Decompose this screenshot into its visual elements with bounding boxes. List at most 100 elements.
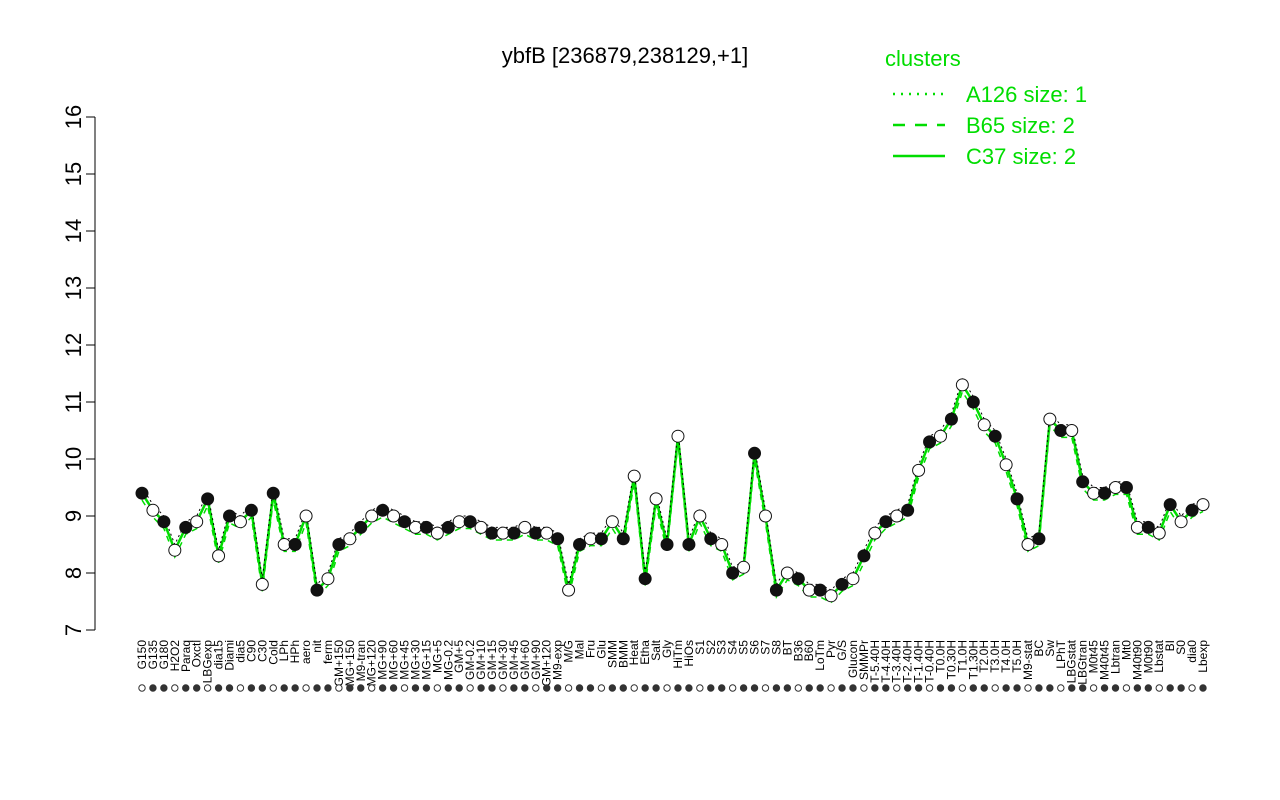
rug-point bbox=[739, 684, 748, 692]
x-tick-label: HiOs bbox=[682, 640, 696, 667]
x-tick-label: LoTm bbox=[813, 640, 827, 671]
data-point bbox=[255, 577, 269, 591]
rug-point bbox=[685, 684, 693, 692]
rug-point bbox=[991, 684, 999, 692]
x-tick-label: MG+60 bbox=[387, 640, 401, 680]
rug-point bbox=[466, 684, 474, 692]
data-point bbox=[201, 492, 215, 506]
rug-point bbox=[893, 684, 901, 692]
data-point bbox=[376, 503, 390, 517]
x-tick-label: LBGtran bbox=[1076, 640, 1090, 685]
rug-point bbox=[871, 684, 879, 692]
rug-point bbox=[663, 684, 671, 692]
rug-point bbox=[608, 684, 617, 692]
x-tick-label: MG+45 bbox=[398, 640, 412, 680]
data-point bbox=[857, 549, 871, 563]
x-tick-label: S8 bbox=[769, 640, 783, 655]
rug-point bbox=[794, 684, 802, 692]
data-point bbox=[343, 532, 357, 546]
rug-point bbox=[958, 684, 967, 692]
x-tick-label: Pyr bbox=[824, 640, 838, 658]
rug-point bbox=[521, 684, 529, 692]
rug-point bbox=[422, 684, 431, 692]
data-point bbox=[693, 509, 707, 523]
y-axis: 7 8 9 10 11 12 13 14 15 16 bbox=[61, 105, 96, 636]
x-tick-label: M9-exp bbox=[551, 640, 565, 680]
rug-point bbox=[969, 684, 977, 692]
data-point bbox=[1163, 498, 1177, 512]
rug-point bbox=[269, 684, 277, 692]
x-tick-label: T-3.40H bbox=[890, 640, 904, 683]
chart-title: ybfB [236879,238129,+1] bbox=[502, 43, 749, 68]
data-point bbox=[955, 378, 969, 392]
x-tick-label: C90 bbox=[244, 640, 258, 662]
rug-point bbox=[1002, 684, 1010, 692]
x-tick-label: SMMPr bbox=[857, 640, 871, 680]
data-point bbox=[890, 509, 904, 523]
data-point bbox=[879, 515, 893, 529]
data-point bbox=[999, 458, 1013, 472]
rug-point bbox=[302, 684, 310, 692]
x-tick-label: BT bbox=[780, 639, 794, 655]
x-tick-label: B60 bbox=[802, 640, 816, 662]
x-tick-label: B36 bbox=[791, 640, 805, 662]
rug-point bbox=[1144, 684, 1153, 692]
rug-point bbox=[368, 684, 376, 692]
data-point bbox=[769, 583, 783, 597]
data-point bbox=[780, 566, 794, 580]
data-point bbox=[1174, 515, 1188, 529]
data-point bbox=[507, 526, 521, 540]
rug-point bbox=[1188, 684, 1196, 692]
x-tick-label: M0t90 bbox=[1141, 640, 1155, 674]
rug-point bbox=[707, 684, 715, 692]
rug-point bbox=[652, 684, 660, 692]
x-tick-label: Fru bbox=[583, 640, 597, 658]
data-point bbox=[452, 515, 466, 529]
data-point bbox=[923, 435, 937, 449]
data-point bbox=[682, 538, 696, 551]
data-point bbox=[868, 526, 882, 540]
rug-point bbox=[925, 684, 934, 692]
rug-point bbox=[1177, 684, 1185, 692]
x-tick-label: T3.0H bbox=[988, 640, 1002, 673]
rug-point bbox=[378, 684, 387, 692]
rug-point bbox=[630, 684, 638, 692]
rug-point bbox=[138, 684, 146, 692]
rug-point bbox=[1057, 684, 1065, 692]
x-tick-label: T5.0H bbox=[1010, 640, 1024, 673]
data-point bbox=[715, 538, 729, 551]
data-point bbox=[299, 509, 313, 523]
x-tick-label: Mal bbox=[573, 640, 587, 659]
data-point bbox=[233, 515, 247, 529]
data-point bbox=[1108, 481, 1122, 494]
data-point bbox=[288, 538, 302, 551]
rug-point bbox=[718, 684, 726, 692]
x-tick-label: GM+30 bbox=[496, 640, 510, 680]
rug-point bbox=[1133, 684, 1142, 692]
y-tick-label: 10 bbox=[61, 447, 86, 471]
data-point bbox=[944, 412, 958, 426]
x-tick-label: S4 bbox=[726, 640, 740, 655]
data-point bbox=[179, 520, 193, 534]
data-point bbox=[616, 532, 630, 546]
x-tick-label: LBGexp bbox=[201, 640, 215, 684]
x-tick-label: dia0 bbox=[1185, 640, 1199, 663]
rug-point bbox=[980, 684, 988, 692]
x-tick-label: aero bbox=[299, 640, 313, 664]
x-tick-label: S2 bbox=[704, 640, 718, 655]
rug-point bbox=[346, 684, 354, 692]
x-tick-label: C30 bbox=[255, 640, 269, 662]
x-tick-label: T0.30H bbox=[944, 640, 958, 679]
rug-point bbox=[214, 684, 223, 692]
x-tick-label: BMM bbox=[616, 640, 630, 668]
rug-point bbox=[586, 684, 595, 692]
x-tick-label: dia15 bbox=[212, 640, 226, 670]
data-point bbox=[157, 515, 171, 529]
rug-point bbox=[389, 684, 398, 692]
rug-point bbox=[1166, 684, 1174, 692]
x-tick-label: Diami bbox=[223, 640, 237, 671]
x-tick-label: Glucon bbox=[846, 640, 860, 678]
x-tick-label: M9-stat bbox=[1021, 639, 1035, 680]
data-point bbox=[1032, 532, 1046, 546]
x-tick-label: SMM bbox=[605, 640, 619, 668]
